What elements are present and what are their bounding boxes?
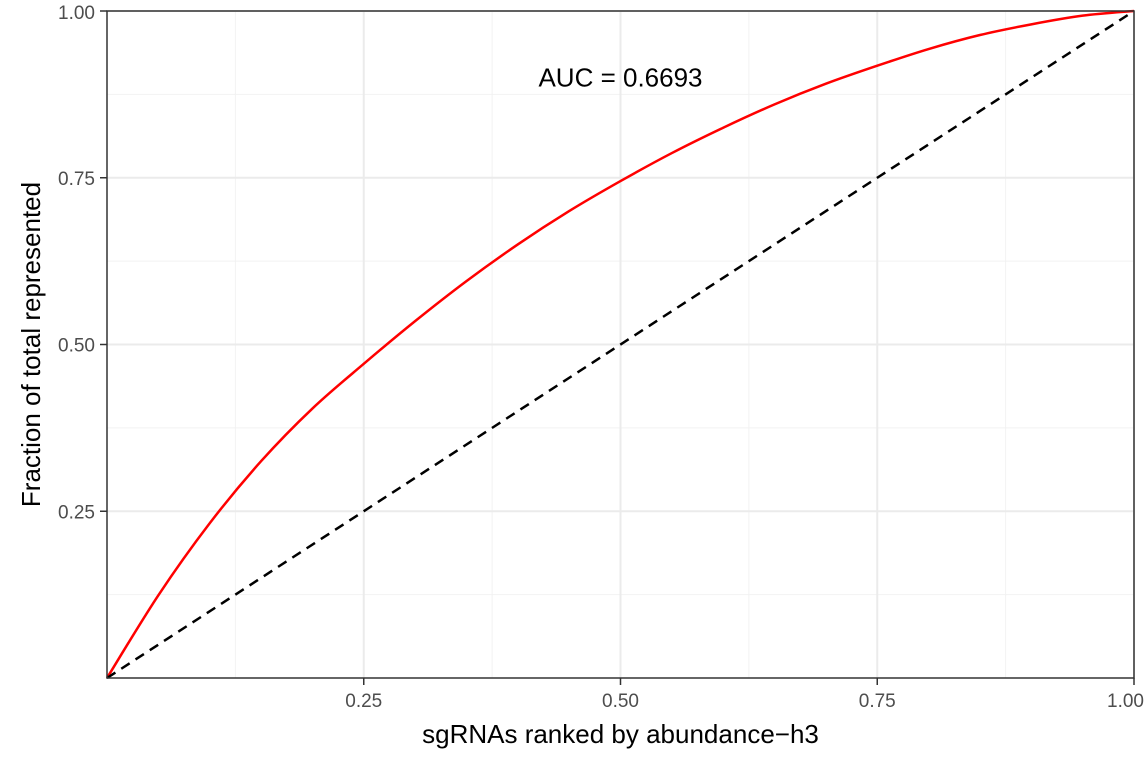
auc-annotation: AUC = 0.6693 (538, 63, 702, 93)
y-axis-title: Fraction of total represented (16, 182, 46, 507)
y-tick-label: 0.75 (58, 169, 95, 190)
series-layer (105, 9, 1135, 680)
y-tick-label: 0.25 (58, 502, 95, 523)
reference-diagonal-line (106, 9, 1135, 680)
x-tick-label: 0.25 (345, 691, 382, 712)
y-tick-label: 0.50 (58, 336, 95, 357)
x-axis-ticks: 0.25 0.50 0.75 1.00 (345, 678, 1144, 712)
x-tick-label: 0.50 (602, 691, 639, 712)
x-tick-label: 1.00 (1107, 691, 1144, 712)
x-axis-title: sgRNAs ranked by abundance−h3 (422, 719, 819, 749)
cumulative-curve-line (105, 9, 1135, 679)
y-tick-label: 1.00 (58, 3, 95, 24)
y-axis-ticks: 0.25 0.50 0.75 1.00 (58, 3, 107, 523)
x-tick-label: 0.75 (859, 691, 896, 712)
